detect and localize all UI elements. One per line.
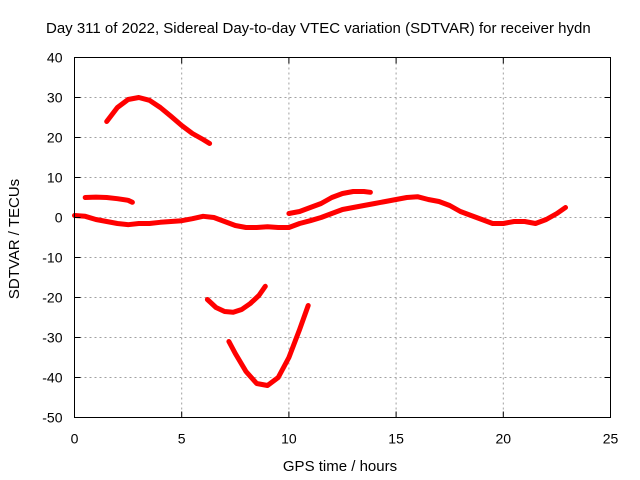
x-tick-label: 0 xyxy=(71,431,79,447)
grid-lines xyxy=(74,57,611,418)
series-arc-2 xyxy=(82,194,135,205)
data-series xyxy=(72,95,568,388)
x-axis-label: GPS time / hours xyxy=(283,458,397,475)
y-tick-label: -50 xyxy=(42,410,62,426)
tick-labels: 0 5 10 15 20 25 -50 -40 -30 -20 -10 0 10 20 30 40 xyxy=(42,50,618,447)
y-tick-label: 30 xyxy=(47,90,63,106)
y-axis-label: SDTVAR / TECUs xyxy=(6,179,23,299)
y-tick-label: 10 xyxy=(47,170,63,186)
x-tick-label: 25 xyxy=(603,431,619,447)
x-tick-label: 5 xyxy=(178,431,186,447)
y-tick-label: -10 xyxy=(42,250,62,266)
y-tick-label: -40 xyxy=(42,370,62,386)
y-tick-label: 20 xyxy=(47,130,63,146)
x-tick-label: 10 xyxy=(281,431,297,447)
plot-frame xyxy=(74,57,611,418)
x-tick-label: 20 xyxy=(496,431,512,447)
axis-ticks xyxy=(74,57,611,418)
series-arc-6 xyxy=(226,303,311,388)
series-arc-1 xyxy=(104,95,213,146)
y-tick-label: -30 xyxy=(42,330,62,346)
series-arc-3 xyxy=(72,194,568,230)
x-tick-label: 15 xyxy=(388,431,404,447)
series-arc-4 xyxy=(286,189,373,216)
chart-title: Day 311 of 2022, Sidereal Day-to-day VTE… xyxy=(46,20,591,37)
y-tick-label: -20 xyxy=(42,290,62,306)
series-arc-5 xyxy=(204,283,268,315)
y-tick-label: 40 xyxy=(47,50,63,66)
y-tick-label: 0 xyxy=(55,210,63,226)
